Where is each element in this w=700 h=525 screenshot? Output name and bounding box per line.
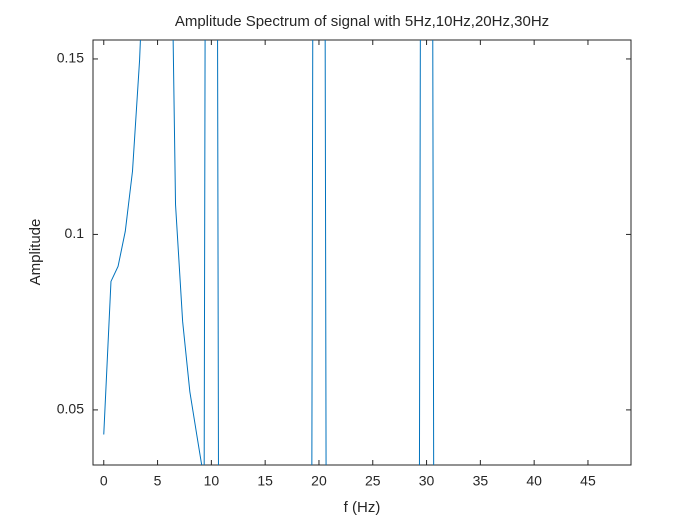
plot-area (92, 39, 632, 466)
x-tick-label: 45 (580, 473, 596, 489)
x-tick-label: 35 (473, 473, 489, 489)
x-tick-label: 0 (100, 473, 108, 489)
y-axis-label: Amplitude (27, 219, 44, 286)
x-tick-label: 40 (526, 473, 542, 489)
x-tick-label: 5 (154, 473, 162, 489)
plot-content (103, 40, 435, 465)
chart-title: Amplitude Spectrum of signal with 5Hz,10… (175, 13, 549, 30)
x-tick-label: 20 (311, 473, 327, 489)
x-axis-label: f (Hz) (344, 499, 381, 516)
y-tick-label: 0.05 (57, 401, 84, 417)
y-tick-label: 0.1 (65, 225, 85, 241)
x-tick-label: 25 (365, 473, 381, 489)
y-tick-label: 0.15 (57, 50, 84, 66)
series-line (103, 40, 435, 465)
x-tick-label: 15 (257, 473, 273, 489)
x-tick-label: 10 (204, 473, 220, 489)
x-tick-label: 30 (419, 473, 435, 489)
